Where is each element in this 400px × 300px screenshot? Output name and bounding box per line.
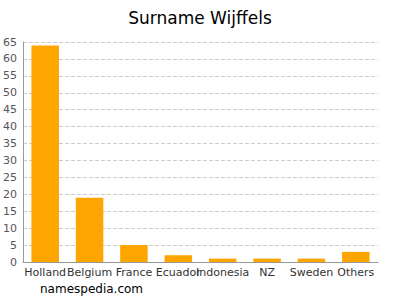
svg-text:Surname Wijffels: Surname Wijffels <box>128 8 272 28</box>
svg-text:55: 55 <box>3 69 17 82</box>
svg-text:0: 0 <box>10 256 17 269</box>
svg-text:20: 20 <box>3 188 17 201</box>
svg-text:50: 50 <box>3 86 17 99</box>
svg-text:45: 45 <box>3 103 17 116</box>
svg-text:35: 35 <box>3 137 17 150</box>
svg-text:40: 40 <box>3 120 17 133</box>
svg-text:30: 30 <box>3 154 17 167</box>
svg-text:Holland: Holland <box>24 266 66 279</box>
svg-text:25: 25 <box>3 171 17 184</box>
svg-text:65: 65 <box>3 36 17 49</box>
svg-text:15: 15 <box>3 205 17 218</box>
svg-text:60: 60 <box>3 52 17 65</box>
svg-text:10: 10 <box>3 222 17 235</box>
svg-text:France: France <box>116 266 153 279</box>
svg-text:Ecuador: Ecuador <box>156 266 201 279</box>
svg-text:namespedia.com: namespedia.com <box>40 282 143 296</box>
svg-text:Others: Others <box>337 266 374 279</box>
svg-text:Indonesia: Indonesia <box>196 266 249 279</box>
svg-text:5: 5 <box>10 239 17 252</box>
svg-text:Sweden: Sweden <box>290 266 333 279</box>
svg-text:NZ: NZ <box>259 266 275 279</box>
svg-text:Belgium: Belgium <box>67 266 112 279</box>
